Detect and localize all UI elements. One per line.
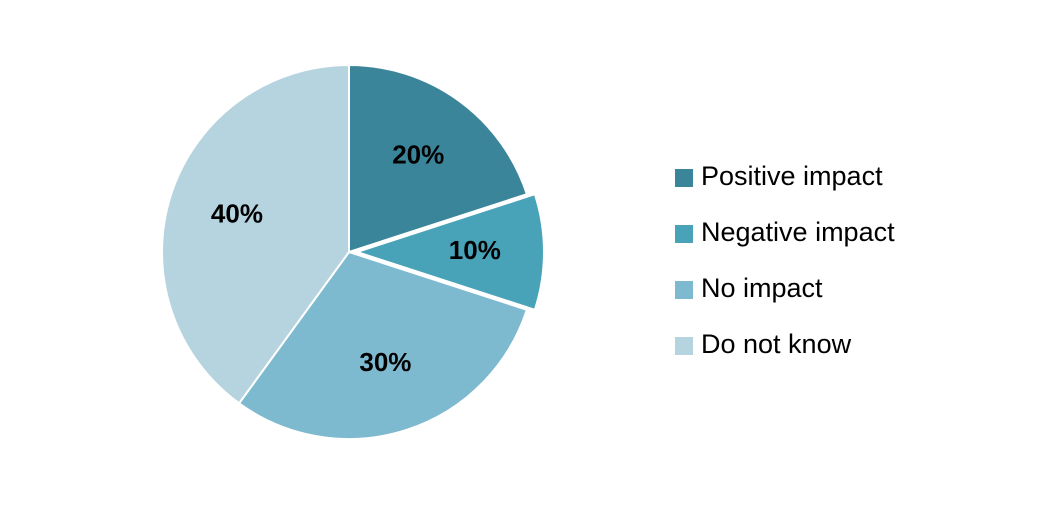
data-label: 40%	[211, 198, 263, 228]
legend-label: Positive impact	[701, 161, 883, 191]
legend-swatch	[675, 337, 693, 355]
legend-swatch	[675, 169, 693, 187]
pie-slice	[353, 192, 545, 312]
legend-swatch	[675, 281, 693, 299]
pie-slice	[348, 63, 529, 254]
pie-slice	[237, 250, 529, 440]
data-label: 30%	[359, 347, 411, 377]
data-label: 10%	[449, 235, 501, 265]
legend-swatch	[675, 225, 693, 243]
legend-label: Negative impact	[701, 217, 895, 247]
data-label: 20%	[392, 140, 444, 170]
legend-label: Do not know	[701, 329, 852, 359]
pie-slice	[161, 63, 350, 405]
legend-label: No impact	[701, 273, 823, 303]
